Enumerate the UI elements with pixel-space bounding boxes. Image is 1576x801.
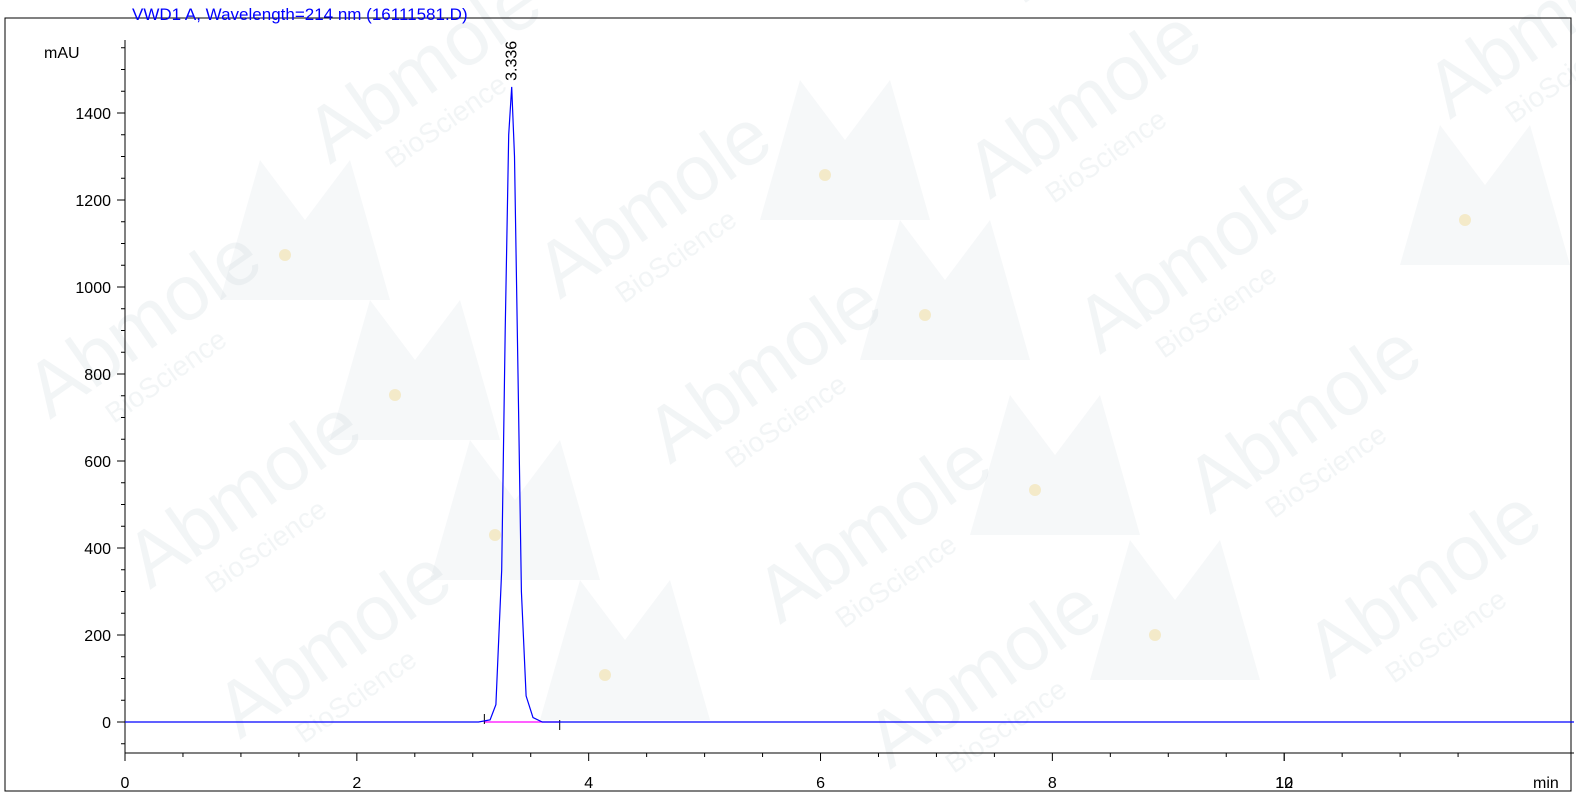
watermark-dot bbox=[919, 309, 931, 321]
watermark-dot bbox=[599, 669, 611, 681]
x-tick-label: 8 bbox=[1048, 775, 1057, 792]
y-tick-label: 0 bbox=[102, 715, 111, 732]
watermark-dot bbox=[1459, 214, 1471, 226]
watermark-dot bbox=[1149, 629, 1161, 641]
y-tick-label: 200 bbox=[84, 628, 111, 645]
chromatogram-trace bbox=[125, 86, 1574, 723]
y-tick-label: 1400 bbox=[75, 106, 111, 123]
y-tick-label: 1000 bbox=[75, 280, 111, 297]
trace-layer: 3.336 bbox=[125, 41, 1574, 730]
x-tick-label: 10 bbox=[1275, 775, 1293, 792]
watermark-dot bbox=[489, 529, 501, 541]
watermark-dot bbox=[819, 169, 831, 181]
y-axis-label: mAU bbox=[44, 45, 80, 62]
watermark-mark bbox=[540, 580, 710, 720]
x-tick-label: 2 bbox=[352, 775, 361, 792]
watermark-subtext: BioScience bbox=[1010, 0, 1143, 9]
y-tick-label: 600 bbox=[84, 454, 111, 471]
peak-label: 3.336 bbox=[504, 41, 521, 81]
watermark-dot bbox=[279, 249, 291, 261]
watermark-dot bbox=[1029, 484, 1041, 496]
x-tick-label: 6 bbox=[816, 775, 825, 792]
watermark-mark bbox=[430, 440, 600, 580]
x-axis-label: min bbox=[1533, 775, 1559, 792]
x-tick-label: 4 bbox=[584, 775, 593, 792]
watermark-mark bbox=[330, 300, 500, 440]
chart-title: VWD1 A, Wavelength=214 nm (16111581.D) bbox=[132, 5, 468, 24]
watermark-mark bbox=[1090, 540, 1260, 680]
x-tick-label: 0 bbox=[121, 775, 130, 792]
y-tick-label: 400 bbox=[84, 541, 111, 558]
watermark-mark bbox=[1400, 125, 1570, 265]
plot-frame bbox=[4, 17, 1572, 792]
y-tick-label: 800 bbox=[84, 367, 111, 384]
watermark-dot bbox=[389, 389, 401, 401]
x-tick-label: 12 bbox=[1275, 775, 1293, 792]
watermark-mark bbox=[860, 220, 1030, 360]
y-tick-label: 1200 bbox=[75, 193, 111, 210]
watermark-mark bbox=[760, 80, 930, 220]
watermark-mark bbox=[220, 160, 390, 300]
watermark-mark bbox=[970, 395, 1140, 535]
